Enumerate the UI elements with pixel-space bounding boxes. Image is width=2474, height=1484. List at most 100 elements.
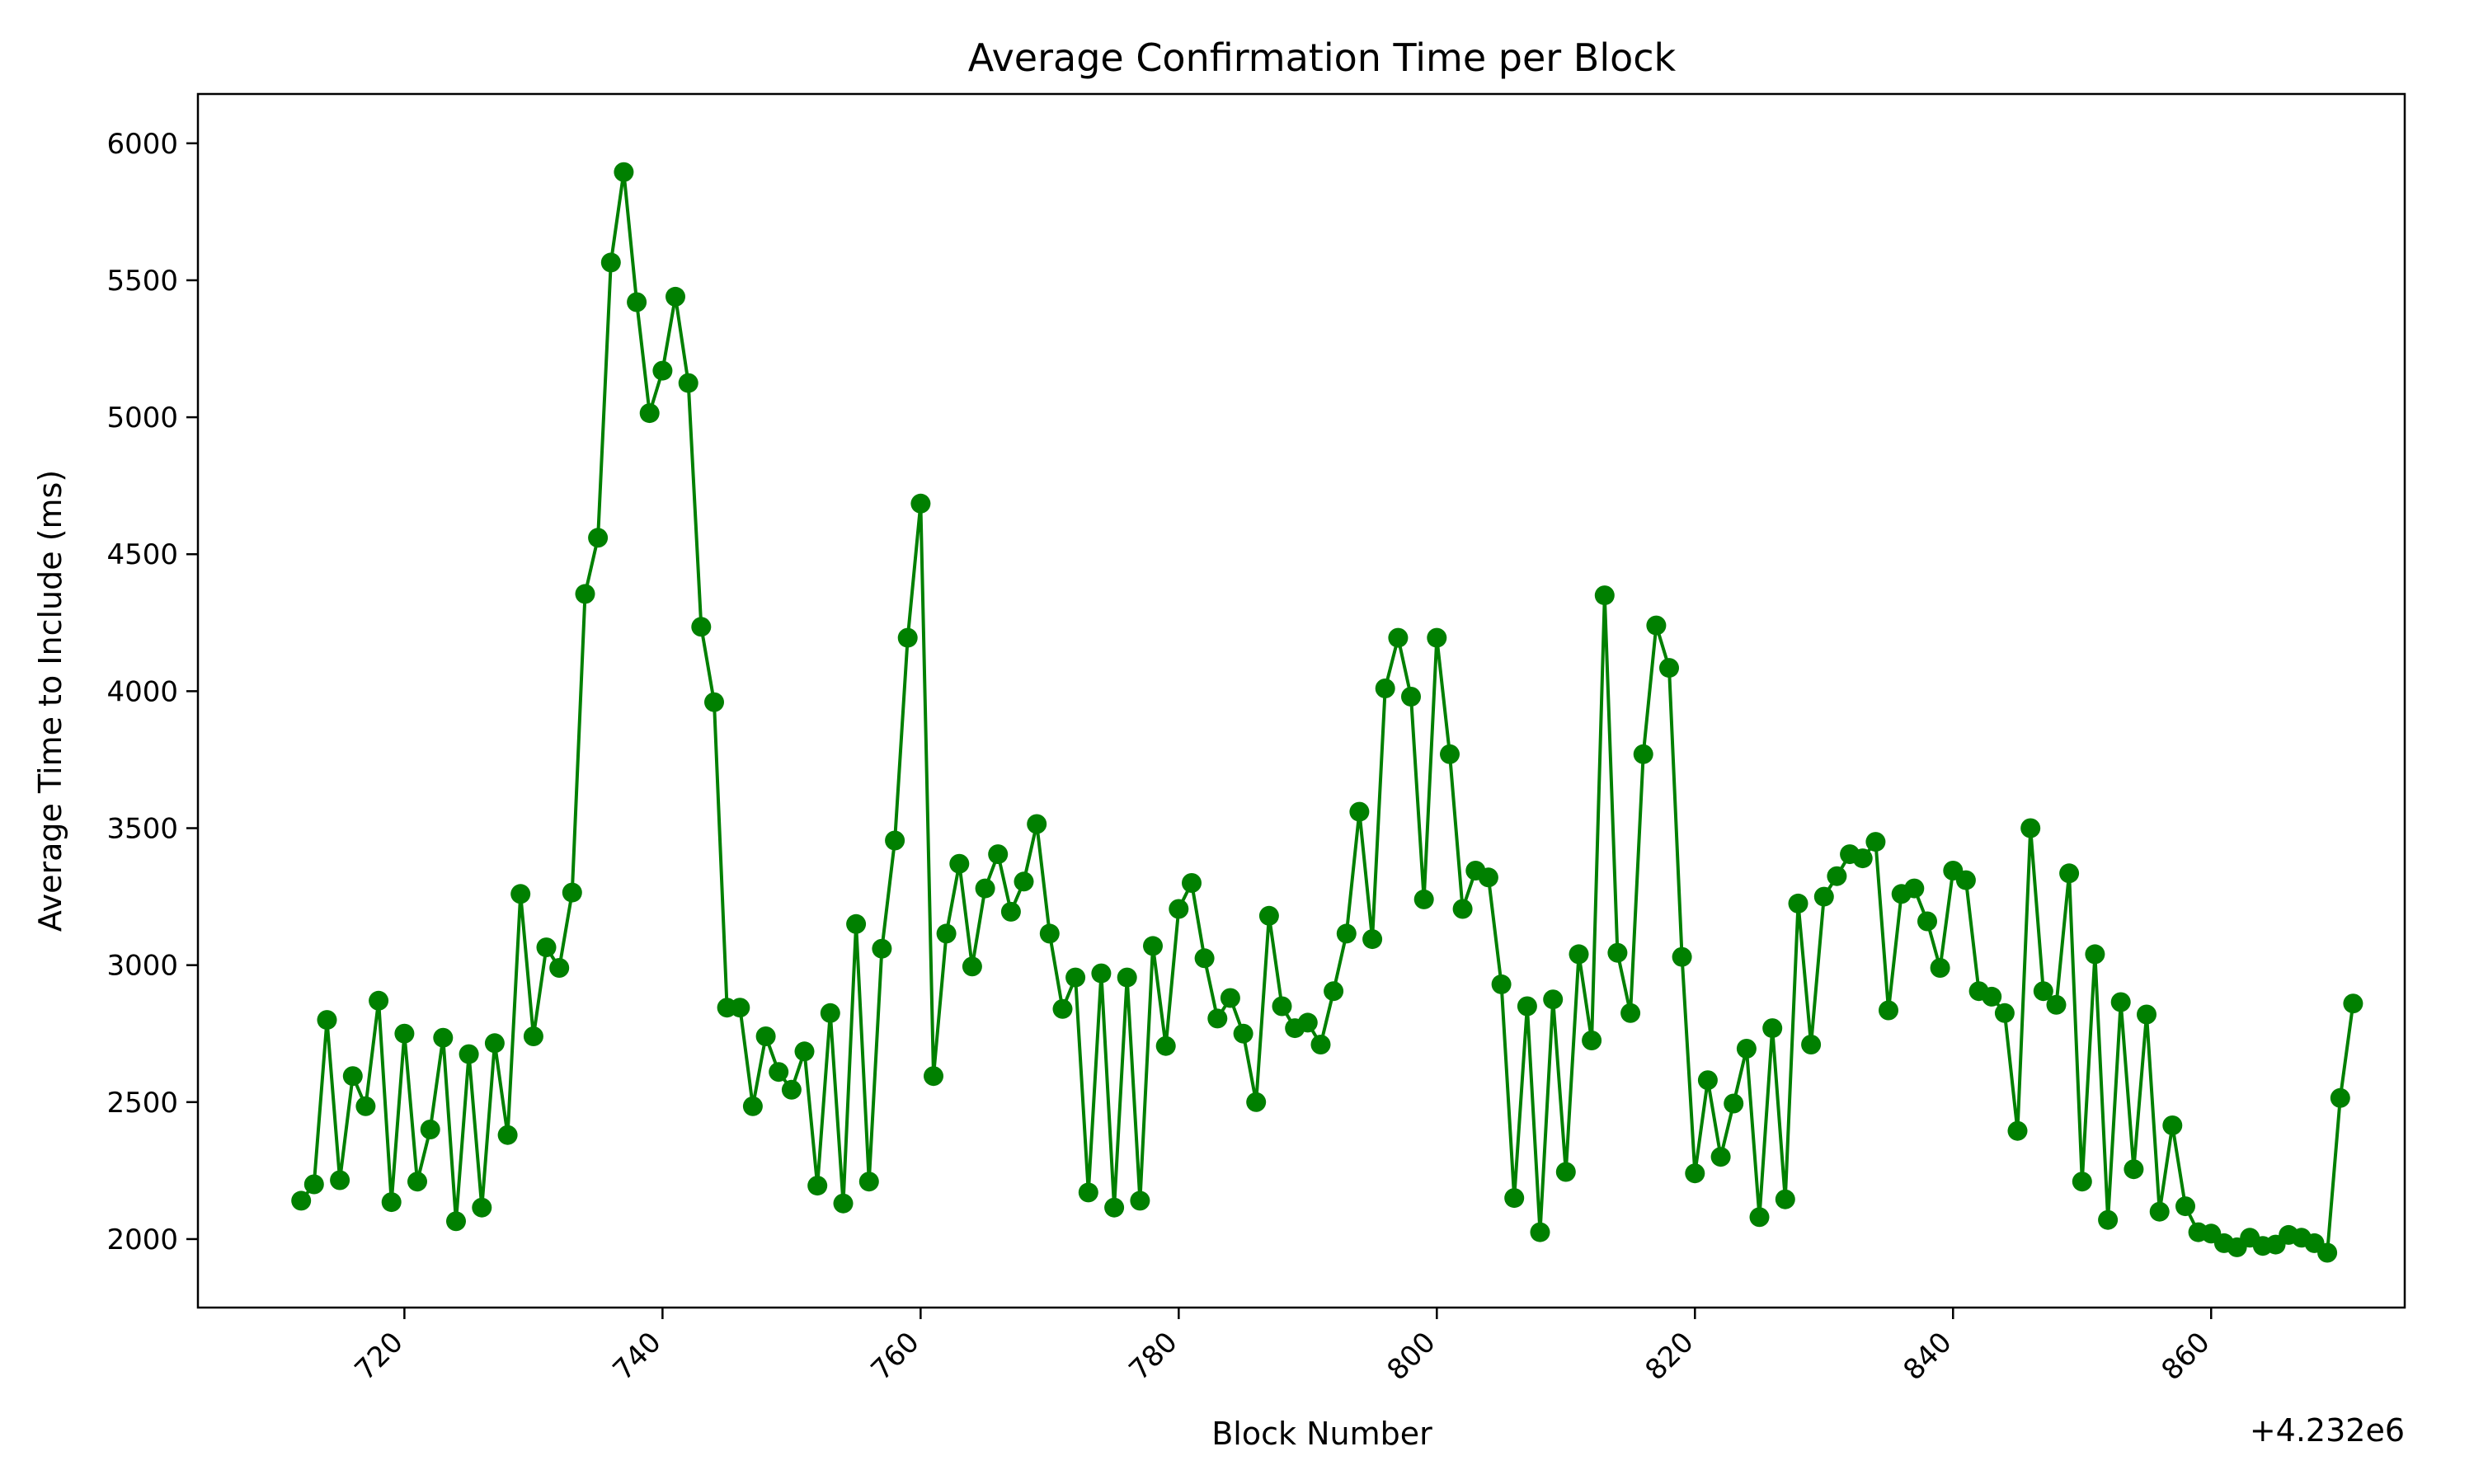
data-point xyxy=(936,923,957,944)
data-point xyxy=(1530,1222,1550,1242)
data-point xyxy=(2007,1120,2028,1141)
y-tick-label: 3000 xyxy=(106,950,178,983)
data-point xyxy=(1994,1003,2015,1023)
y-tick-label: 2500 xyxy=(106,1087,178,1120)
data-point xyxy=(807,1176,828,1196)
data-point xyxy=(369,990,389,1011)
y-tick-label: 3500 xyxy=(106,813,178,846)
series-points xyxy=(291,162,2363,1263)
data-point xyxy=(678,373,698,393)
data-point xyxy=(575,584,595,604)
data-point xyxy=(755,1026,776,1046)
data-point xyxy=(1620,1003,1641,1023)
data-point xyxy=(1710,1147,1731,1167)
data-point xyxy=(1517,996,1537,1017)
data-point xyxy=(1607,942,1628,963)
data-point xyxy=(1324,981,1344,1002)
data-point xyxy=(1440,744,1460,764)
data-point xyxy=(355,1096,376,1116)
data-point xyxy=(1310,1035,1331,1054)
data-point xyxy=(497,1125,518,1145)
data-point xyxy=(1775,1189,1795,1209)
data-point xyxy=(536,937,557,958)
data-point xyxy=(562,882,582,903)
data-point xyxy=(2098,1209,2119,1230)
data-point xyxy=(1272,996,1292,1017)
data-point xyxy=(975,878,995,899)
data-point xyxy=(1865,832,1886,852)
data-point xyxy=(1736,1039,1757,1059)
data-point xyxy=(2124,1159,2144,1180)
data-point xyxy=(1143,936,1163,956)
data-point xyxy=(1233,1023,1253,1044)
data-point xyxy=(549,958,570,978)
data-point xyxy=(1697,1070,1718,1091)
data-point xyxy=(1504,1188,1525,1209)
x-axis-label: Block Number xyxy=(1211,1416,1432,1452)
data-point xyxy=(1982,986,2002,1007)
data-point xyxy=(639,403,660,424)
y-tick-label: 6000 xyxy=(106,128,178,161)
data-point xyxy=(1491,974,1512,994)
y-axis-label: Average Time to Include (ms) xyxy=(32,470,68,932)
data-point xyxy=(652,360,673,381)
data-point xyxy=(1762,1018,1783,1039)
data-point xyxy=(1788,893,1808,913)
data-point xyxy=(291,1190,312,1211)
data-point xyxy=(317,1010,337,1031)
data-point xyxy=(962,956,982,977)
data-point xyxy=(1155,1036,1176,1056)
data-point xyxy=(988,844,1009,865)
y-tick-label: 5000 xyxy=(106,402,178,434)
data-point xyxy=(1813,886,1834,907)
data-point xyxy=(1169,899,1189,919)
data-point xyxy=(730,998,750,1018)
data-point xyxy=(1182,873,1202,893)
data-point xyxy=(1039,923,1060,944)
data-point xyxy=(588,528,609,548)
data-point xyxy=(1427,627,1447,648)
data-point xyxy=(1582,1031,1602,1050)
data-point xyxy=(846,913,867,934)
data-point xyxy=(781,1079,802,1100)
data-point xyxy=(1955,870,1976,890)
data-point xyxy=(394,1023,415,1044)
data-point xyxy=(420,1120,440,1139)
data-point xyxy=(1879,1000,1898,1021)
data-point xyxy=(949,853,970,874)
data-point xyxy=(1014,871,1034,892)
data-point xyxy=(666,286,685,307)
data-point xyxy=(342,1066,363,1087)
data-point xyxy=(1749,1207,1770,1228)
data-point xyxy=(1130,1190,1150,1211)
data-point xyxy=(1000,901,1021,922)
data-point xyxy=(2072,1172,2092,1192)
y-tick-label: 4000 xyxy=(106,675,178,708)
data-point xyxy=(1027,814,1047,834)
data-point xyxy=(1375,679,1395,698)
data-point xyxy=(1672,946,1692,967)
data-point xyxy=(2020,818,2041,838)
data-point xyxy=(1117,967,1137,988)
data-point xyxy=(691,617,712,637)
data-point xyxy=(407,1172,427,1192)
data-point xyxy=(858,1172,879,1192)
data-point xyxy=(1452,899,1473,919)
data-point xyxy=(1413,889,1434,909)
data-point xyxy=(2085,944,2105,965)
data-point xyxy=(704,692,724,712)
data-point xyxy=(1349,801,1370,822)
data-point xyxy=(769,1062,789,1082)
data-point xyxy=(484,1033,505,1054)
chart-title: Average Confirmation Time per Block xyxy=(968,35,1677,80)
data-point xyxy=(2110,992,2131,1012)
data-point xyxy=(1220,988,1240,1008)
data-point xyxy=(1207,1008,1228,1029)
data-point xyxy=(614,162,634,182)
data-point xyxy=(2137,1004,2157,1025)
data-point xyxy=(1646,615,1667,636)
data-point xyxy=(1194,948,1215,969)
data-point xyxy=(1091,963,1112,984)
data-point xyxy=(885,830,905,851)
data-point xyxy=(1478,867,1498,888)
